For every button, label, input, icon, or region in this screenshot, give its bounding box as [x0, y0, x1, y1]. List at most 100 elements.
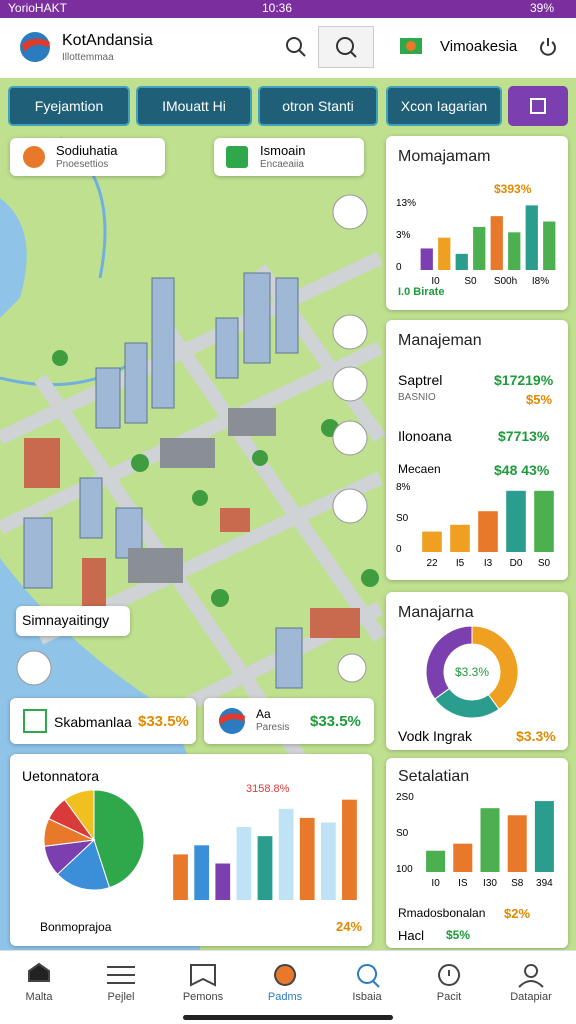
battery: 39%	[530, 1, 555, 15]
bottom-nav: Malta Pejlel Pemons Padms Isbaia Pacit Datapia…	[0, 950, 576, 1024]
x-label: IS	[458, 878, 468, 888]
map-card[interactable]: Sodiuhatia Pnoesettios	[10, 138, 165, 176]
panel: Manajeman Saptrel $17219% BASNIO $5% Ilo…	[386, 320, 568, 580]
status-bar: YorioHAKT 10:36 39%	[0, 0, 576, 18]
combo-chart: 3158.8%	[43, 783, 357, 900]
bar	[480, 808, 500, 872]
card-subtitle: Paresis	[256, 722, 290, 733]
row-value: $7713%	[498, 428, 550, 444]
slice	[425, 625, 473, 700]
chart-title: Uetonnatora	[22, 768, 100, 784]
bar	[473, 226, 486, 270]
nav-item[interactable]: Pemons	[168, 961, 238, 1003]
nav-icon	[28, 962, 50, 982]
x-label: I5	[456, 558, 465, 569]
card-subtitle: Encaeaiia	[260, 159, 304, 170]
x-label: S8	[511, 878, 524, 888]
nav-icon	[357, 964, 380, 988]
nav-label: Pacit	[436, 991, 462, 1003]
nav-label: Malta	[25, 991, 53, 1003]
tab[interactable]: Xcon Iagarian	[386, 86, 502, 126]
tab[interactable]: IMouatt Hi	[136, 86, 252, 126]
time: 10:36	[262, 1, 293, 15]
row-label: Rmadosbonalan	[398, 906, 486, 920]
bar	[507, 815, 527, 872]
bar	[278, 808, 294, 900]
card-title: Skabmanlaa	[54, 714, 132, 730]
card-value: $33.5%	[138, 713, 189, 730]
x-label: I3	[484, 558, 493, 569]
panel-title: Manajarna	[398, 604, 474, 621]
stat-card[interactable]: Aa Paresis $33.5%	[204, 698, 374, 744]
power-icon[interactable]	[538, 36, 558, 56]
annotation: 3158.8%	[246, 783, 290, 795]
bar	[320, 822, 336, 900]
donut-center: $3.3%	[455, 665, 489, 679]
row-value: $17219%	[494, 372, 554, 388]
y-label: 2S0	[396, 792, 414, 803]
tab-menu[interactable]	[508, 86, 568, 126]
panel: Setalatian 2S0 S0 100 I0 IS I30 S8 394 Rmadosbo…	[386, 758, 568, 948]
nav-icon	[274, 964, 297, 986]
x-label: D0	[510, 558, 523, 569]
search-button[interactable]	[318, 26, 374, 68]
row-label: Saptrel	[398, 372, 443, 388]
bar	[422, 531, 442, 552]
carrier: YorioHAKT	[8, 1, 67, 15]
bar	[455, 253, 468, 270]
slice	[56, 839, 111, 891]
tab[interactable]: Fyejamtion	[8, 86, 130, 126]
user-name: Vimoakesia	[440, 38, 518, 55]
stat-card[interactable]: Skabmanlaa $33.5%	[10, 698, 196, 744]
nav-item[interactable]: Padms	[250, 961, 320, 1003]
map-label: Simnayaitingy	[16, 606, 130, 636]
y-label: 100	[396, 864, 413, 875]
y-label: S0	[396, 513, 409, 524]
donut-chart: $3.3%	[425, 625, 519, 719]
search-icon[interactable]	[285, 36, 307, 58]
bar	[534, 490, 554, 552]
bar	[426, 850, 446, 872]
tab[interactable]: otron Stanti	[258, 86, 378, 126]
nav-icon	[438, 964, 461, 986]
bar-chart: 2S0 S0 100 I0 IS I30 S8 394	[396, 792, 554, 888]
x-label: S0	[464, 276, 477, 286]
home-indicator	[183, 1015, 393, 1020]
nav-item[interactable]: Datapiar	[496, 961, 566, 1003]
chart-title: Mecaen	[398, 462, 441, 476]
nav-icon	[190, 964, 216, 987]
bar	[342, 799, 357, 900]
panel: Momajamam $393% 13% 3% 0 I0 S0 S00h I8% I.0 Bi…	[386, 136, 568, 310]
y-label: 8%	[396, 482, 411, 493]
bar	[508, 232, 521, 270]
bar	[173, 854, 188, 900]
slice	[471, 625, 519, 710]
map-card[interactable]: Ismoain Encaeaiia	[214, 138, 364, 176]
nav-item[interactable]: Malta	[4, 961, 74, 1003]
row-value: $5%	[446, 928, 471, 942]
bar	[215, 863, 231, 900]
x-label: 394	[536, 878, 553, 888]
panel-value: $393%	[494, 182, 532, 196]
bar	[506, 490, 526, 552]
x-label: I8%	[532, 276, 549, 286]
nav-item[interactable]: Pacit	[414, 961, 484, 1003]
app-subtitle: Illottemmaa	[62, 52, 114, 63]
nav-label: Isbaia	[352, 991, 382, 1003]
bar	[236, 827, 252, 900]
x-label: S0	[538, 558, 551, 569]
user-icon[interactable]	[398, 34, 426, 58]
row-value: $2%	[504, 906, 531, 921]
nav-icon	[518, 964, 544, 988]
x-label: 22	[426, 558, 438, 569]
y-label: S0	[396, 828, 409, 839]
app-name: KotAndansia	[62, 32, 153, 49]
bar	[420, 248, 433, 270]
header: KotAndansia Illottemmaa Vimoakesia	[0, 18, 576, 78]
nav-item[interactable]: Pejlel	[86, 961, 156, 1003]
x-label: I0	[431, 878, 440, 888]
nav-item[interactable]: Isbaia	[332, 961, 402, 1003]
row-label: Hacl	[398, 928, 425, 943]
donut-label: Vodk Ingrak	[398, 728, 472, 744]
